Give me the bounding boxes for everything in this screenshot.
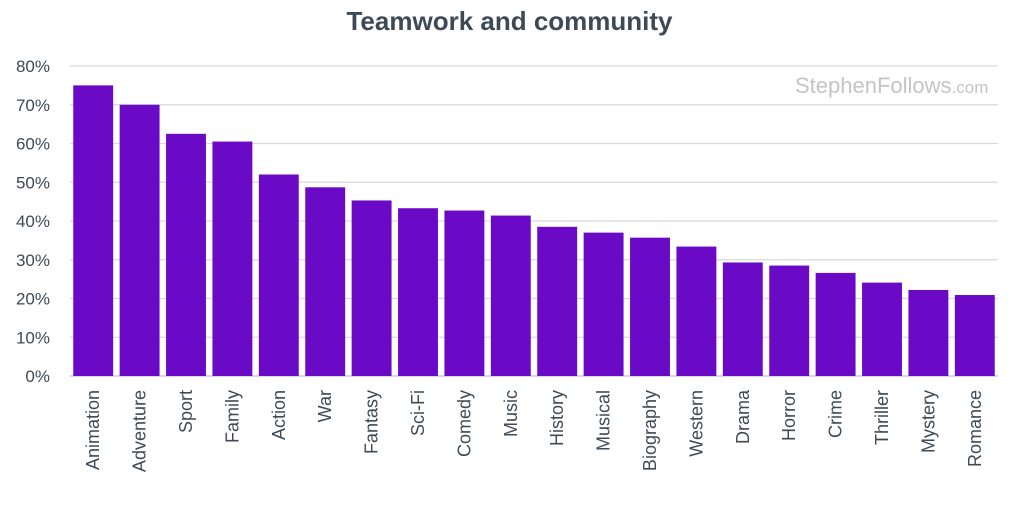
bar [954,295,995,376]
x-tick-label: Horror [779,390,799,441]
bar [398,208,438,376]
y-tick-label: 20% [16,290,50,309]
x-tick-label: Adventure [130,390,150,472]
watermark: StephenFollows.com [795,73,988,99]
bar [119,104,160,376]
x-tick-label: Sport [176,390,196,433]
bar [583,232,624,376]
x-tick-label: Music [501,390,521,437]
chart-title: Teamwork and community [346,6,673,36]
x-tick-label: Biography [640,390,660,471]
bar [908,289,949,376]
x-tick-label: Musical [594,390,614,451]
bar [769,265,810,376]
bar [212,141,253,376]
gridlines [70,65,998,377]
y-tick-label: 0% [25,367,50,386]
x-tick-label: Action [269,390,289,440]
x-tick-label: Fantasy [362,390,382,454]
y-tick-label: 70% [16,96,50,115]
x-axis-labels: Animation Adventure Sport Family Action War Fa… [83,389,985,472]
x-tick-label: History [547,390,567,446]
x-tick-label: Comedy [454,390,474,457]
x-tick-label: Family [222,390,242,443]
x-tick-label: Western [686,390,706,457]
bar [490,215,531,376]
bar [258,174,299,376]
x-tick-label: Crime [826,390,846,438]
x-tick-label: Thriller [872,390,892,445]
bar [676,246,717,376]
watermark-suffix: .com [951,78,989,97]
y-tick-label: 10% [16,328,50,347]
bars [73,85,995,376]
y-tick-label: 50% [16,173,50,192]
bar [722,262,763,376]
y-tick-label: 40% [16,212,50,231]
y-tick-label: 60% [16,135,50,154]
bar [815,272,856,376]
watermark-main: StephenFollows [795,73,952,98]
x-tick-label: Animation [83,390,103,470]
bar [862,282,902,376]
x-tick-label: Mystery [918,390,938,453]
bar [351,200,392,376]
y-tick-label: 30% [16,251,50,270]
x-tick-label: Romance [965,390,985,467]
bar [630,237,670,376]
x-tick-label: Drama [733,389,753,444]
bar [305,187,346,376]
x-tick-label: Sci-Fi [408,390,428,436]
x-tick-label: War [315,390,335,422]
bar [537,226,578,376]
y-axis-ticks: 0% 10% 20% 30% 40% 50% 60% 70% 80% [16,57,50,386]
y-tick-label: 80% [16,57,50,76]
bar [444,210,485,376]
bar [166,133,206,376]
bar [73,85,114,376]
